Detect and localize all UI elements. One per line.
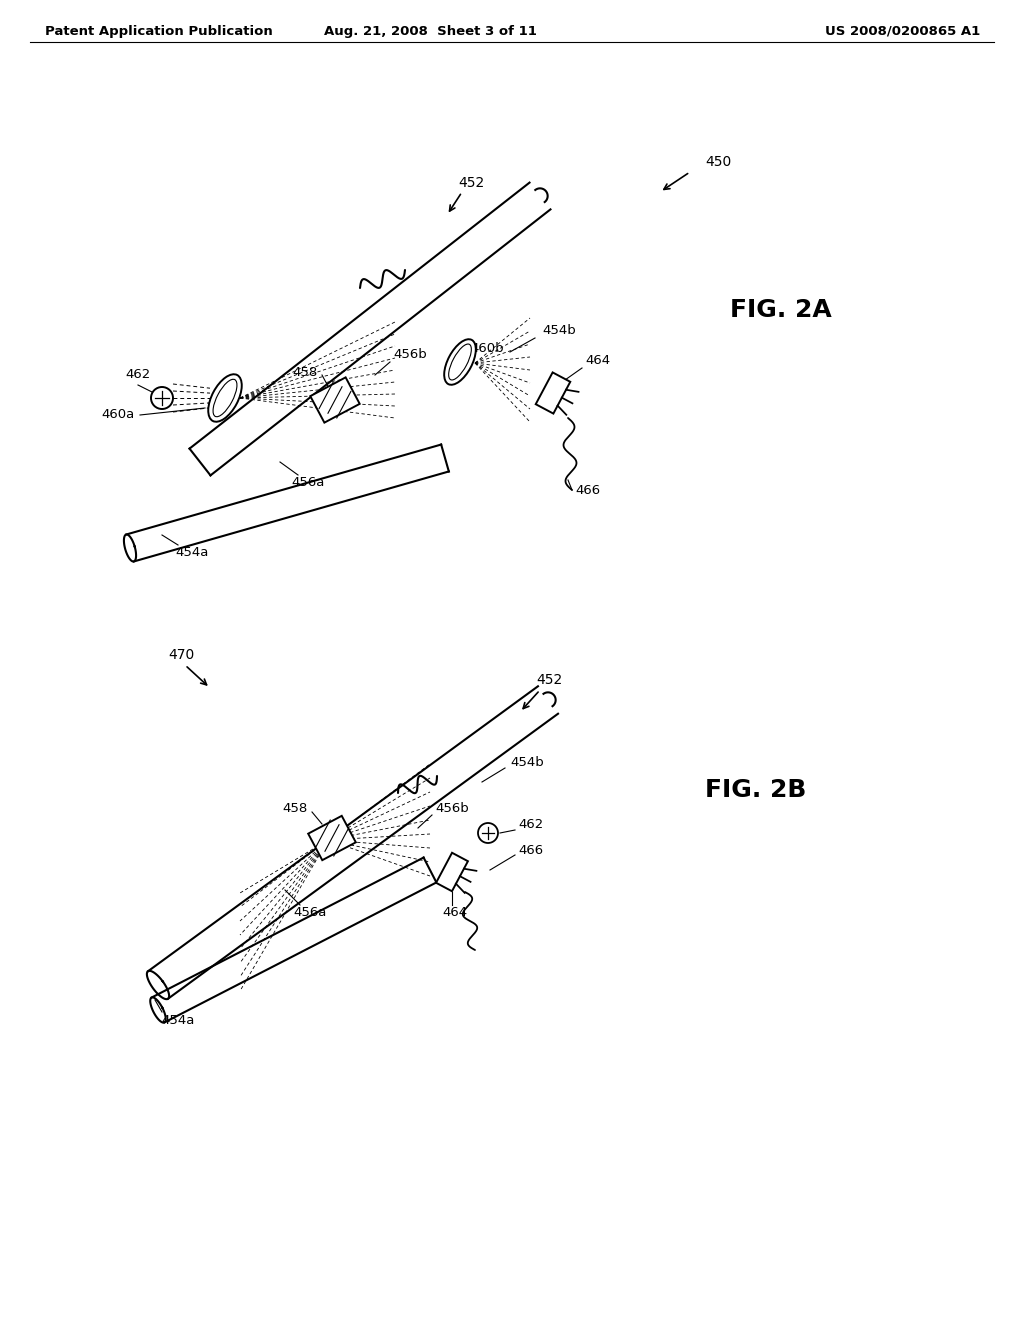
Text: 460a: 460a (101, 408, 135, 421)
Text: 452: 452 (458, 176, 484, 190)
Text: Patent Application Publication: Patent Application Publication (45, 25, 272, 38)
Text: 456b: 456b (435, 801, 469, 814)
Text: 464: 464 (442, 906, 468, 919)
Text: FIG. 2B: FIG. 2B (705, 777, 806, 803)
FancyBboxPatch shape (308, 816, 355, 861)
FancyBboxPatch shape (310, 378, 359, 422)
Text: 454a: 454a (162, 1014, 195, 1027)
Text: 460b: 460b (470, 342, 504, 355)
Bar (536, 372, 570, 413)
Text: 466: 466 (575, 483, 600, 496)
Text: 464: 464 (585, 354, 610, 367)
Text: FIG. 2A: FIG. 2A (730, 298, 831, 322)
Text: 462: 462 (518, 818, 544, 832)
Ellipse shape (213, 379, 237, 417)
Text: 452: 452 (536, 673, 562, 686)
Text: 454b: 454b (510, 755, 544, 768)
Text: 470: 470 (168, 648, 195, 663)
Ellipse shape (444, 339, 476, 385)
Text: 454b: 454b (542, 323, 575, 337)
Ellipse shape (449, 345, 471, 380)
Text: Aug. 21, 2008  Sheet 3 of 11: Aug. 21, 2008 Sheet 3 of 11 (324, 25, 537, 38)
Ellipse shape (208, 375, 242, 422)
Text: 466: 466 (518, 843, 543, 857)
Bar (436, 853, 468, 891)
Text: 458: 458 (293, 366, 318, 379)
Circle shape (151, 387, 173, 409)
Text: 454a: 454a (175, 545, 209, 558)
Circle shape (478, 822, 498, 843)
Text: 456a: 456a (293, 906, 327, 919)
Text: 456b: 456b (393, 348, 427, 362)
Text: US 2008/0200865 A1: US 2008/0200865 A1 (824, 25, 980, 38)
Text: 456a: 456a (291, 477, 325, 490)
Text: 462: 462 (125, 368, 151, 381)
Text: 450: 450 (705, 154, 731, 169)
Text: 458: 458 (283, 801, 308, 814)
